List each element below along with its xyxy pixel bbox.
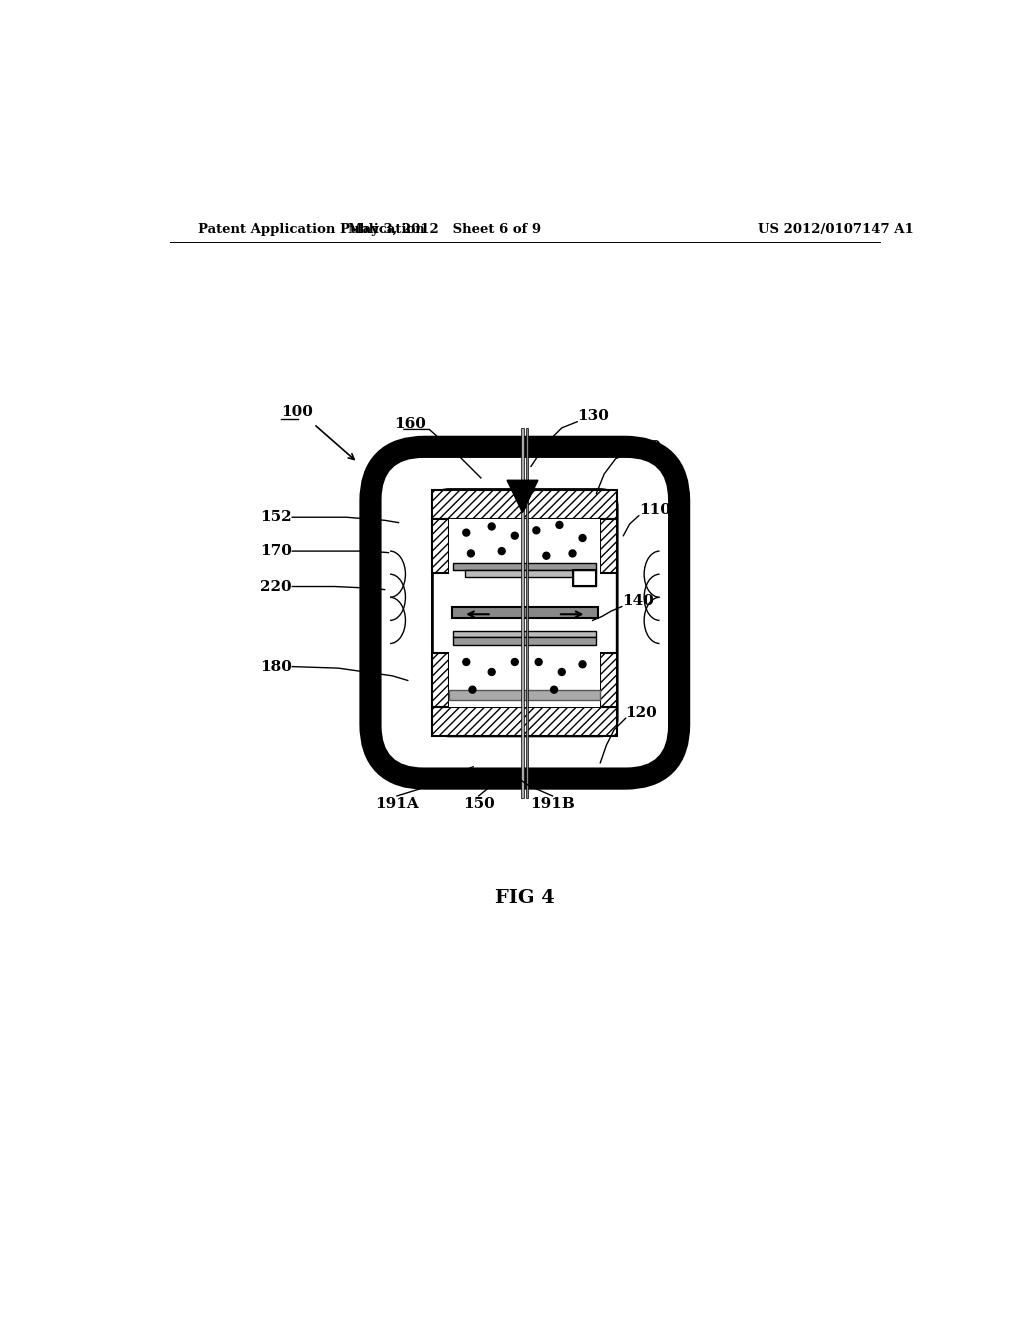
Bar	[572, 570, 596, 586]
Text: 170: 170	[260, 544, 292, 558]
Circle shape	[569, 550, 577, 557]
Circle shape	[543, 552, 550, 560]
Text: 191A: 191A	[375, 797, 419, 810]
Circle shape	[488, 523, 496, 529]
Text: 120: 120	[626, 706, 657, 719]
Bar	[454, 562, 596, 570]
Bar	[450, 573, 600, 653]
Bar	[454, 631, 596, 638]
Bar	[432, 519, 450, 573]
Text: 130: 130	[578, 409, 609, 424]
Text: FIG 4: FIG 4	[495, 888, 555, 907]
Text: 180: 180	[260, 660, 292, 673]
Circle shape	[536, 659, 542, 665]
Text: Patent Application Publication: Patent Application Publication	[199, 223, 425, 236]
Bar	[432, 490, 617, 519]
Circle shape	[467, 550, 474, 557]
Bar	[600, 653, 617, 706]
FancyBboxPatch shape	[432, 490, 617, 737]
Text: 100: 100	[282, 405, 313, 420]
Bar	[452, 607, 598, 618]
Bar	[454, 638, 596, 645]
Text: May 3, 2012   Sheet 6 of 9: May 3, 2012 Sheet 6 of 9	[348, 223, 542, 236]
Circle shape	[511, 532, 518, 539]
Bar	[521, 428, 524, 797]
Circle shape	[580, 661, 586, 668]
Circle shape	[463, 659, 470, 665]
Text: 220: 220	[260, 579, 292, 594]
Text: 150: 150	[463, 797, 495, 810]
Bar	[450, 519, 600, 573]
Polygon shape	[507, 480, 538, 512]
Circle shape	[532, 527, 540, 533]
Circle shape	[488, 668, 496, 676]
Text: 152: 152	[260, 511, 292, 524]
Bar	[450, 653, 600, 706]
Text: 191B: 191B	[530, 797, 574, 810]
Text: 190: 190	[630, 440, 662, 454]
Circle shape	[556, 521, 563, 528]
Circle shape	[463, 529, 470, 536]
Circle shape	[469, 686, 476, 693]
Circle shape	[499, 548, 505, 554]
Bar	[432, 653, 450, 706]
Bar	[600, 519, 617, 573]
Circle shape	[511, 659, 518, 665]
Text: US 2012/0107147 A1: US 2012/0107147 A1	[758, 223, 913, 236]
FancyBboxPatch shape	[375, 451, 675, 775]
Bar	[465, 570, 585, 577]
Text: 160: 160	[394, 417, 426, 432]
Bar	[432, 706, 617, 737]
Circle shape	[551, 686, 557, 693]
FancyBboxPatch shape	[382, 458, 668, 767]
Text: 140: 140	[622, 594, 653, 609]
Bar	[525, 428, 528, 797]
Text: 110: 110	[639, 503, 671, 517]
Circle shape	[558, 668, 565, 676]
Bar	[450, 689, 600, 701]
Circle shape	[580, 535, 586, 541]
